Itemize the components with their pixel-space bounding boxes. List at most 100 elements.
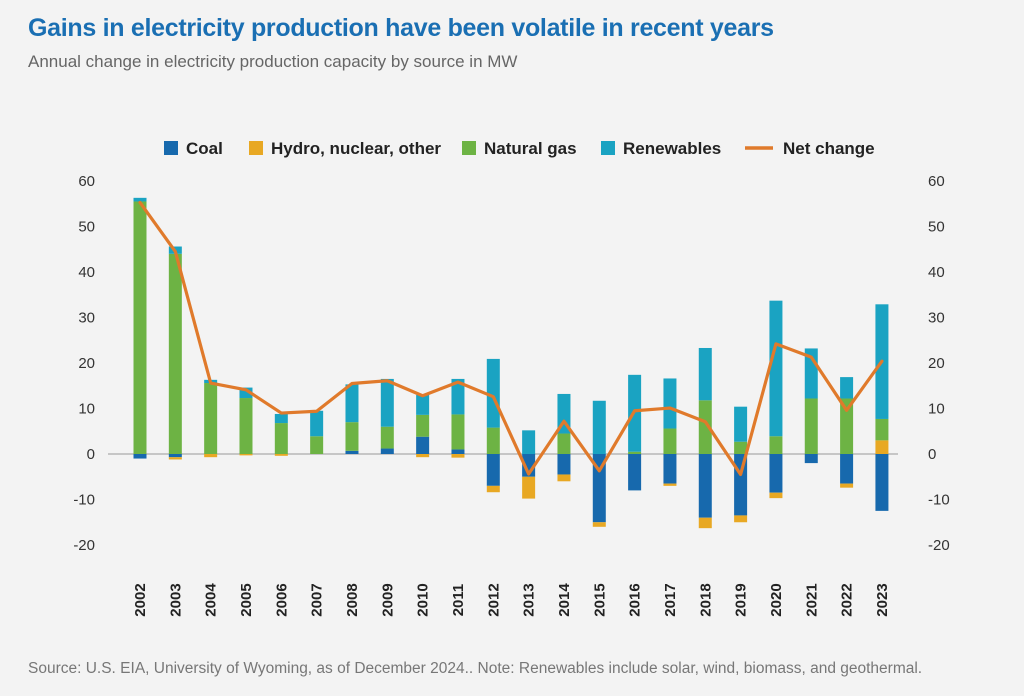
y-tick-left: 50 [78,219,95,236]
bar-hydro-2020 [769,492,783,499]
net-change-line-group [138,200,884,477]
x-tick-2006: 2006 [273,583,290,616]
x-tick-2020: 2020 [768,583,785,616]
bar-gas-2008 [345,422,359,451]
x-tick-2023: 2023 [874,583,891,616]
legend-label-coal: Coal [186,139,223,158]
bar-hydro-2004 [204,454,218,458]
bar-hydro-2005 [239,454,253,456]
bar-coal-2018 [698,454,712,518]
x-tick-2008: 2008 [344,583,361,616]
bar-renew-2022 [840,377,854,399]
bar-gas-2019 [734,441,748,454]
bar-hydro-2018 [698,517,712,529]
legend-label-gas: Natural gas [484,139,577,158]
bar-coal-2014 [557,454,571,475]
y-tick-right: 30 [928,310,945,327]
bar-renew-2020 [769,300,783,437]
bar-renew-2015 [592,400,606,454]
y-axis-left: -20 -10 0 10 20 30 40 50 60 [73,173,95,554]
y-tick-right: 10 [928,401,945,418]
bar-renew-2013 [522,430,536,454]
bar-coal-2003 [168,454,182,458]
bar-hydro-2012 [486,485,500,493]
legend-label-hydro: Hydro, nuclear, other [271,139,441,158]
y-tick-left: 20 [78,355,95,372]
x-tick-2019: 2019 [733,583,750,616]
bar-hydro-2017 [663,483,677,486]
y-tick-left: -20 [73,537,95,554]
x-tick-2015: 2015 [591,583,608,616]
bar-coal-2009 [380,448,394,454]
y-tick-right: 0 [928,446,936,463]
bar-coal-2017 [663,454,677,484]
x-tick-2003: 2003 [167,583,184,616]
x-tick-2005: 2005 [238,583,255,616]
x-tick-2004: 2004 [203,583,220,617]
y-tick-left: 30 [78,310,95,327]
bars [133,197,889,529]
y-tick-left: -10 [73,492,95,509]
y-tick-left: 40 [78,264,95,281]
y-tick-right: 60 [928,173,945,190]
bar-gas-2014 [557,433,571,454]
bar-coal-2002 [133,454,147,459]
bar-gas-2021 [804,398,818,454]
bar-renew-2005 [239,387,253,399]
net-change-line [138,200,884,477]
bar-hydro-2010 [416,454,430,458]
x-axis: 2002 2003 2004 2005 2006 2007 2008 2009 2010 2011… [132,583,891,617]
x-tick-2021: 2021 [803,583,820,616]
bar-gas-2009 [380,426,394,449]
bar-renew-2011 [451,378,465,415]
bar-gas-2005 [239,398,253,454]
y-tick-right: 20 [928,355,945,372]
bar-hydro-2015 [592,522,606,527]
bar-hydro-2011 [451,454,465,458]
y-tick-right: 50 [928,219,945,236]
bar-gas-2004 [204,383,218,454]
bar-coal-2011 [451,449,465,454]
source-note: Source: U.S. EIA, University of Wyoming,… [28,660,923,677]
x-tick-2002: 2002 [132,583,149,616]
bar-hydro-2013 [522,476,536,499]
bar-hydro-2003 [168,457,182,460]
x-tick-2009: 2009 [379,583,396,616]
x-tick-2017: 2017 [662,583,679,616]
bar-gas-2016 [628,451,642,454]
bar-coal-2020 [769,454,783,493]
x-tick-2022: 2022 [839,583,856,616]
bar-renew-2010 [416,394,430,415]
legend-swatch-coal [164,141,178,155]
x-tick-2012: 2012 [485,583,502,616]
x-tick-2018: 2018 [697,583,714,616]
bar-renew-2019 [734,406,748,442]
bar-coal-2021 [804,454,818,464]
bar-gas-2017 [663,428,677,454]
legend-swatch-renew [601,141,615,155]
bar-gas-2006 [274,423,288,454]
legend-label-net: Net change [783,139,875,158]
bar-renew-2008 [345,384,359,423]
y-tick-left: 0 [87,446,95,463]
bar-gas-2003 [168,253,182,454]
x-tick-2010: 2010 [415,583,432,616]
bar-gas-2020 [769,436,783,454]
legend-swatch-hydro [249,141,263,155]
x-tick-2011: 2011 [450,584,467,617]
bar-renew-2009 [380,378,394,427]
x-tick-2007: 2007 [309,583,326,616]
bar-coal-2022 [840,454,854,484]
chart-subtitle: Annual change in electricity production … [28,52,518,71]
x-tick-2013: 2013 [521,583,538,616]
bar-gas-2012 [486,427,500,454]
bar-renew-2006 [274,413,288,424]
bar-coal-2012 [486,454,500,486]
bar-renew-2017 [663,378,677,429]
bar-hydro-2014 [557,474,571,482]
bar-coal-2015 [592,454,606,523]
y-tick-right: -10 [928,492,950,509]
y-tick-right: 40 [928,264,945,281]
bar-coal-2016 [628,454,642,491]
bar-gas-2022 [840,398,854,454]
